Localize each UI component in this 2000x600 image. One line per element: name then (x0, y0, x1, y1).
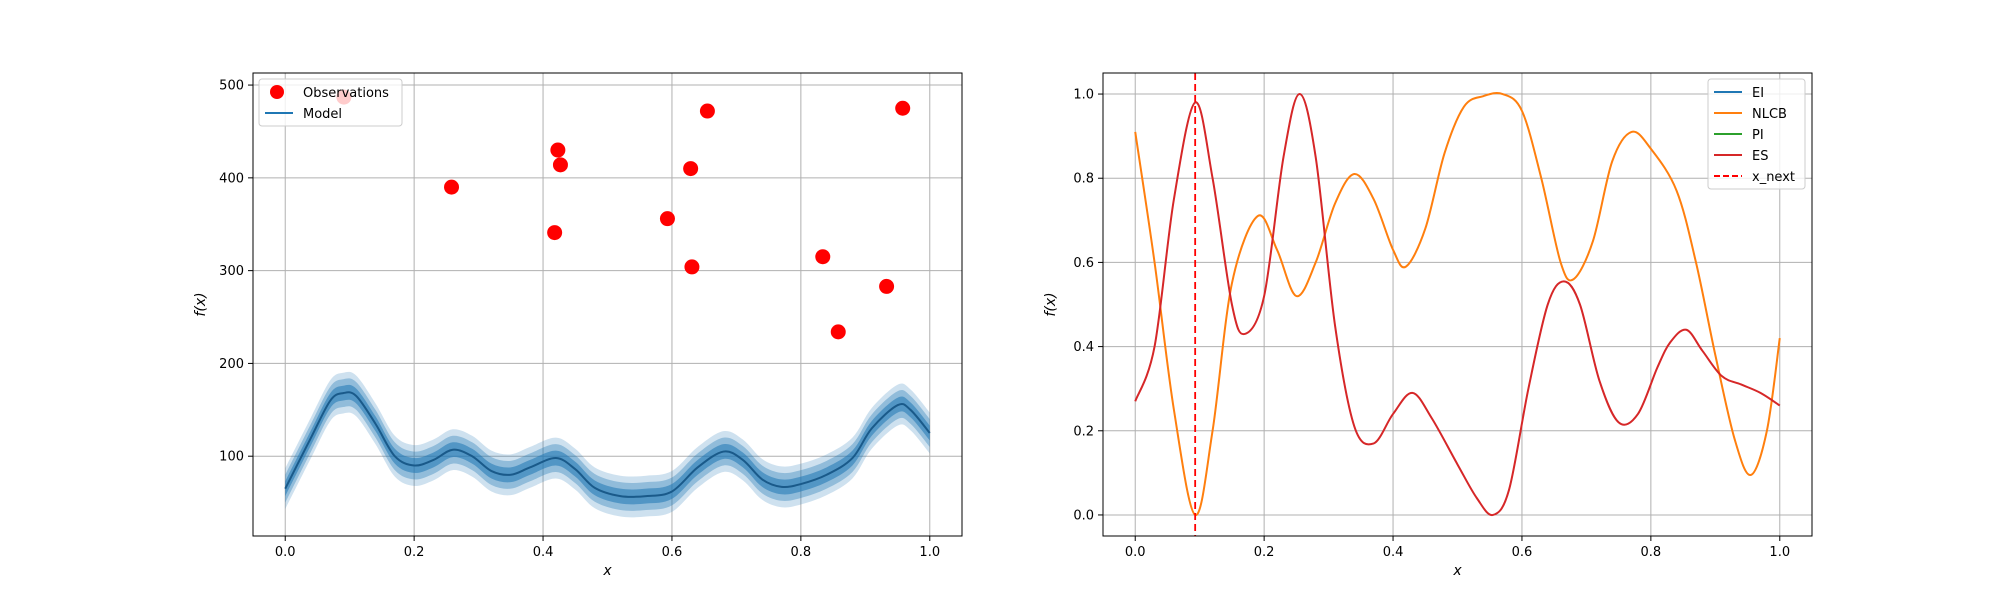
y-tick-label: 500 (219, 79, 244, 94)
x-tick-label: 0.0 (1125, 545, 1146, 560)
legend-label-observations: Observations (303, 86, 389, 101)
x-axis-label: x (602, 563, 612, 579)
observation-point (552, 157, 568, 173)
legend-box (1707, 78, 1806, 190)
observation-point (659, 211, 675, 227)
observation-point (684, 259, 700, 275)
observation-point (550, 142, 566, 158)
y-tick-label: 300 (219, 264, 244, 279)
y-tick-label: 0.8 (1073, 172, 1094, 187)
series-line-nlcb (1134, 92, 1781, 516)
left-chart-observations-model: 0.0 0.2 0.4 0.6 0.8 1.0 100 200 300 400 500 x f(x) Ob… (193, 72, 963, 579)
right-chart-acquisition-functions: 0.0 0.2 0.4 0.6 0.8 1.0 0.0 0.2 0.4 0.6 0.8 1.0 x f(x… (1043, 72, 1813, 579)
legend-label-es: ES (1752, 149, 1768, 164)
legend-label-nlcb: NLCB (1752, 107, 1787, 122)
series-line-es (1134, 93, 1781, 516)
observation-point (683, 161, 699, 177)
observation-point (815, 249, 831, 265)
y-axis-label: f(x) (1043, 292, 1059, 316)
legend-label-ei: EI (1752, 86, 1764, 101)
x-tick-label: 0.2 (404, 545, 425, 560)
x-axis-label: x (1452, 563, 1462, 579)
legend-label-model: Model (303, 107, 342, 122)
observation-point (879, 278, 895, 294)
x-tick-label: 0.8 (1641, 545, 1662, 560)
y-tick-label: 0.6 (1073, 256, 1094, 271)
observation-point (444, 179, 460, 195)
observation-point (895, 100, 911, 116)
y-tick-label: 100 (219, 450, 244, 465)
legend-box (258, 78, 403, 127)
x-tick-label: 0.4 (533, 545, 554, 560)
y-tick-label: 0.0 (1073, 508, 1094, 523)
y-tick-label: 200 (219, 357, 244, 372)
x-tick-label: 0.6 (662, 545, 683, 560)
y-axis-label: f(x) (193, 292, 209, 316)
y-tick-label: 0.4 (1073, 340, 1094, 355)
x-tick-label: 1.0 (1769, 545, 1790, 560)
x-tick-label: 0.4 (1383, 545, 1404, 560)
x-tick-label: 0.2 (1254, 545, 1275, 560)
observation-point (699, 103, 715, 119)
x-tick-label: 1.0 (919, 545, 940, 560)
y-tick-label: 400 (219, 171, 244, 186)
model-mean-line (284, 391, 931, 498)
y-tick-label: 0.2 (1073, 424, 1094, 439)
x-tick-label: 0.8 (791, 545, 812, 560)
x-tick-label: 0.6 (1512, 545, 1533, 560)
x-tick-label: 0.0 (275, 545, 296, 560)
observation-point (830, 324, 846, 340)
y-tick-label: 1.0 (1073, 88, 1094, 103)
legend-marker-observations (270, 85, 284, 99)
observation-point (547, 225, 563, 241)
plot-frame (252, 72, 963, 537)
legend-label-x-next: x_next (1752, 170, 1795, 185)
plot-frame (1102, 72, 1813, 537)
model-confidence-band (285, 384, 930, 505)
legend-label-pi: PI (1752, 128, 1764, 143)
